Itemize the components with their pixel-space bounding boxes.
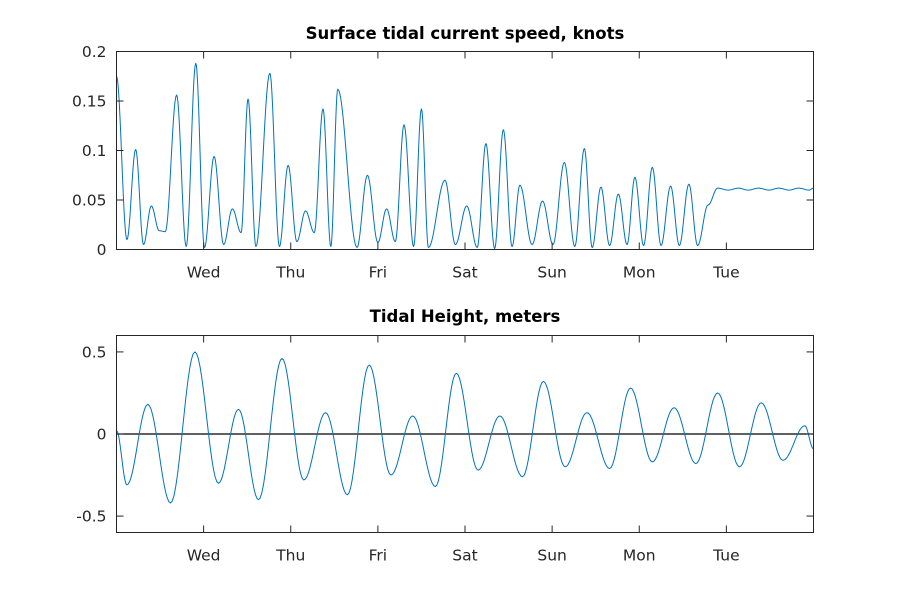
current-speed-title: Surface tidal current speed, knots [306,24,625,43]
current-speed-y-tick-label: 0 [97,241,107,259]
current-speed-y-tick-label: 0.2 [82,43,107,61]
current-speed-x-tick-label: Wed [187,264,221,282]
tidal-height-y-tick-label: 0 [97,426,107,444]
current-speed-x-tick-label: Mon [623,264,656,282]
tidal-height-x-tick-label: Tue [712,547,739,565]
tidal-height-title: Tidal Height, meters [370,307,561,326]
tidal-height-series-line [116,351,814,504]
current-speed-x-tick-label: Sat [452,264,477,282]
tidal-height-axes: Tidal Height, meters -0.5 0 0.5 Wed Thu Fri Sa… [76,307,814,565]
tidal-height-axis-box [116,335,814,533]
current-speed-y-tick-label: 0.1 [82,142,107,160]
tidal-height-x-tick-label: Fri [369,547,387,565]
tidal-height-x-tick-label: Sun [537,547,567,565]
current-speed-series-line [116,62,814,250]
tidal-height-x-tick-label: Wed [187,547,221,565]
tidal-height-x-tick-label: Sat [452,547,477,565]
tidal-height-y-tick-label: 0.5 [82,343,107,361]
tidal-height-plot-area [116,351,814,504]
current-speed-x-tick-label: Thu [275,264,305,282]
current-speed-ticks: 0 0.05 0.1 0.15 0.2 Wed Thu Fri Sat Sun Mon Tue [72,43,814,282]
current-speed-x-tick-label: Tue [712,264,739,282]
current-speed-axes: Surface tidal current speed, knots 0 0.05… [72,24,814,282]
current-speed-x-tick-label: Fri [369,264,387,282]
current-speed-plot-area [116,62,814,250]
tidal-height-ticks: -0.5 0 0.5 Wed Thu Fri Sat Sun Mon Tue [76,335,814,565]
tidal-height-x-tick-label: Mon [623,547,656,565]
tidal-height-x-tick-label: Thu [275,547,305,565]
current-speed-y-tick-label: 0.05 [72,192,107,210]
tidal-height-y-tick-label: -0.5 [76,508,106,526]
current-speed-axis-box [116,51,814,250]
current-speed-y-tick-label: 0.15 [72,93,107,111]
current-speed-x-tick-label: Sun [537,264,567,282]
